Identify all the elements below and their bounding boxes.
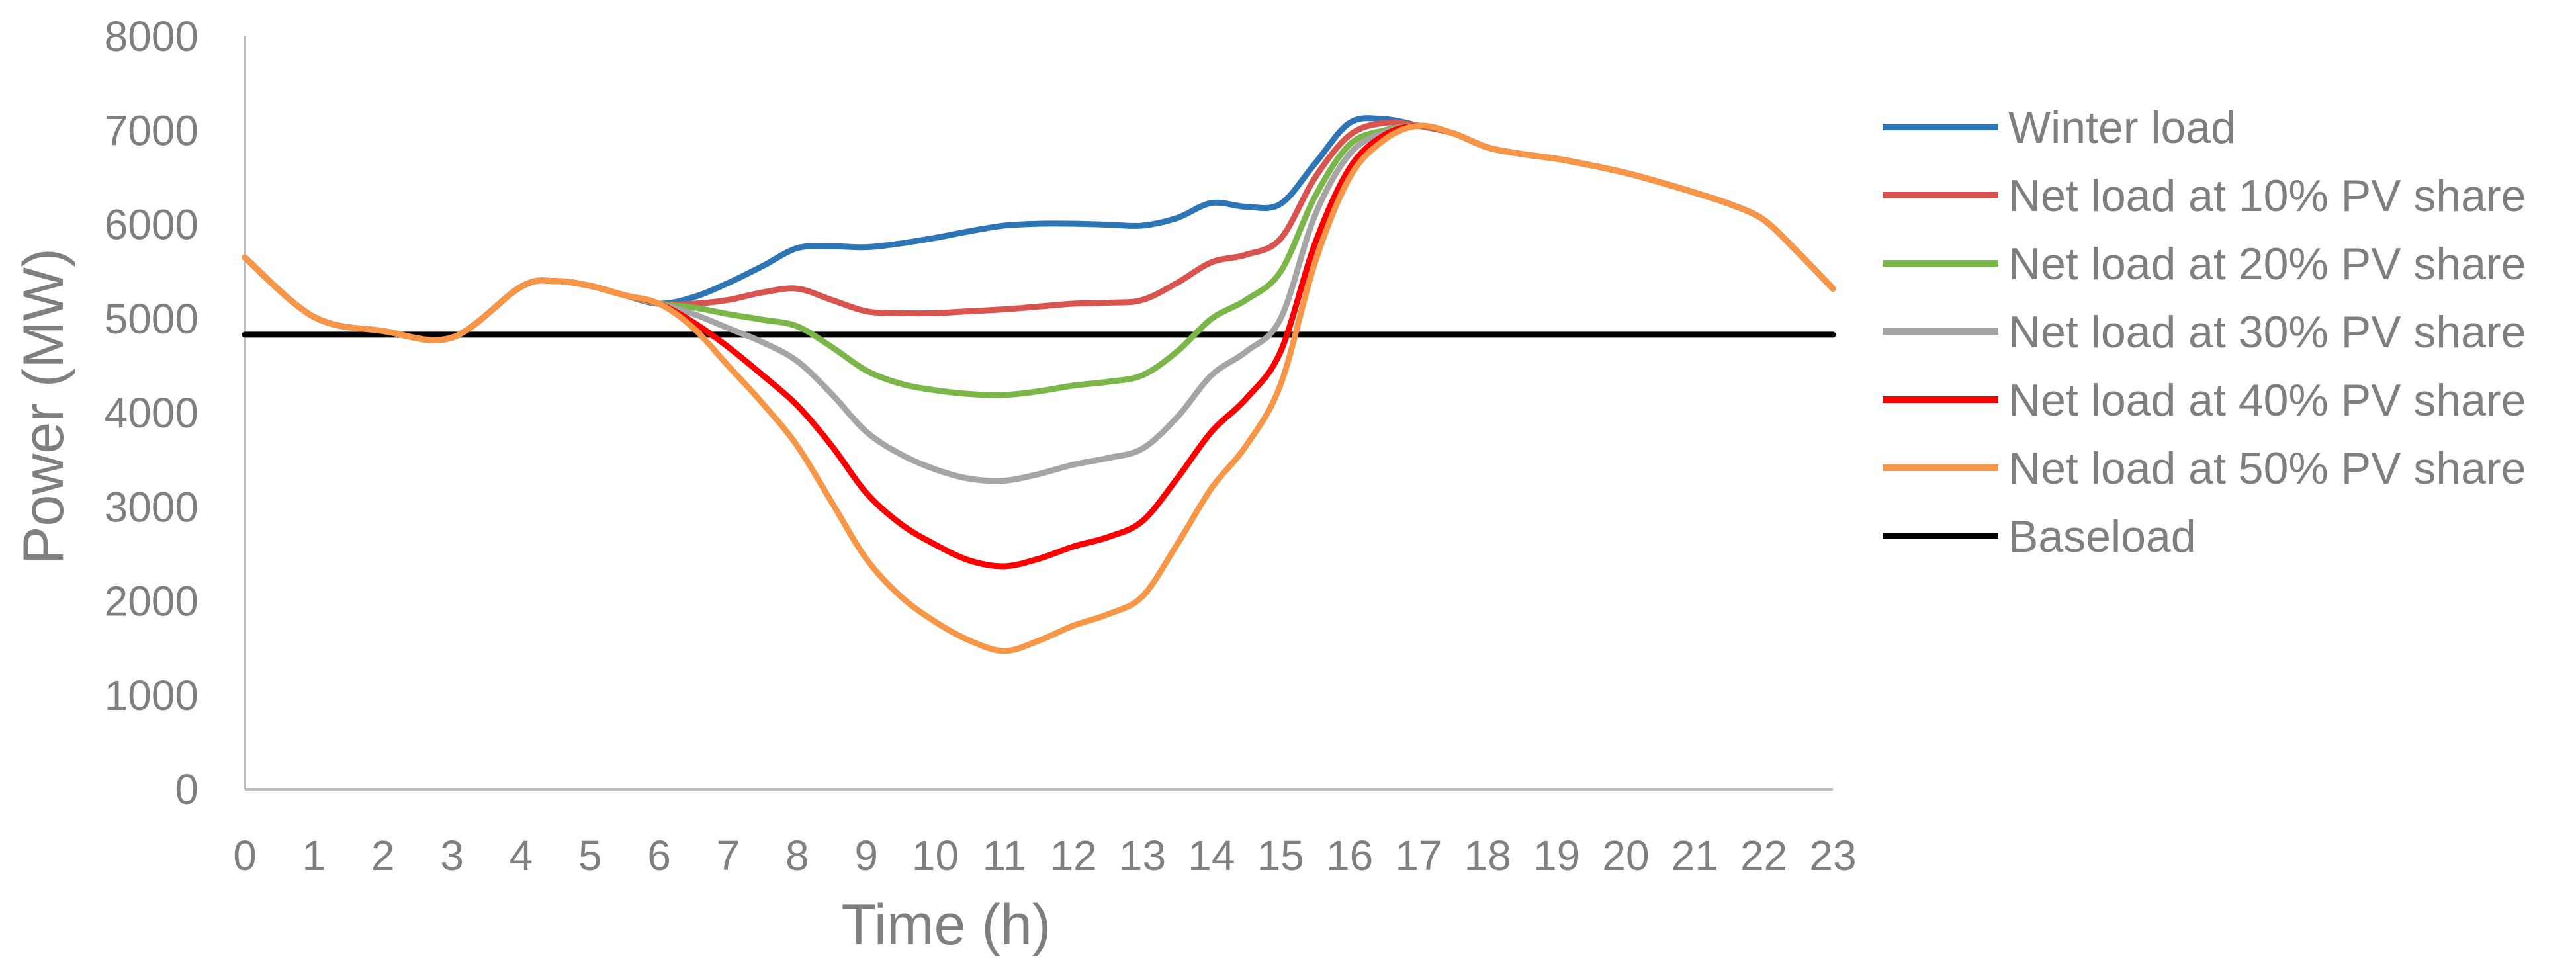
x-tick-label: 13 (1119, 832, 1166, 879)
x-tick-label: 5 (578, 832, 602, 879)
y-tick-label: 2000 (105, 578, 199, 625)
x-tick-label: 22 (1740, 832, 1787, 879)
x-tick-label: 16 (1326, 832, 1373, 879)
series-line-net-load-at-10-pv-share (242, 119, 1836, 343)
x-tick-label: 10 (912, 832, 959, 879)
legend-label: Net load at 20% PV share (2008, 239, 2526, 289)
x-tick-label: 11 (983, 832, 1026, 879)
series-line-net-load-at-40-pv-share (242, 122, 1836, 570)
y-tick-label: 1000 (105, 672, 199, 719)
x-tick-label: 21 (1671, 832, 1718, 879)
y-tick-label: 8000 (105, 13, 199, 60)
x-tick-label: 4 (510, 832, 533, 879)
y-tick-label: 6000 (105, 201, 199, 249)
series-line-net-load-at-30-pv-share (242, 122, 1836, 484)
x-tick-label: 9 (854, 832, 878, 879)
y-tick-label: 3000 (105, 483, 199, 531)
legend-label: Baseload (2008, 511, 2196, 562)
y-tick-label: 7000 (105, 107, 199, 154)
x-tick-label: 18 (1464, 832, 1511, 879)
series-lines (242, 115, 1836, 654)
y-tick-label: 5000 (105, 295, 199, 343)
legend-label: Net load at 40% PV share (2008, 375, 2526, 425)
legend: Winter load Net load at 10% PV share Net l… (1883, 103, 2526, 562)
y-tick-label: 4000 (105, 389, 199, 437)
x-tick-label: 15 (1257, 832, 1304, 879)
x-tick-label: 12 (1050, 832, 1097, 879)
x-axis-title: Time (h) (842, 893, 1051, 957)
x-tick-label: 17 (1395, 832, 1442, 879)
x-tick-label: 1 (302, 832, 326, 879)
x-tick-label: 23 (1809, 832, 1856, 879)
x-tick-label: 7 (717, 832, 740, 879)
x-tick-label: 6 (647, 832, 671, 879)
legend-label: Net load at 10% PV share (2008, 171, 2526, 221)
x-tick-label: 0 (233, 832, 257, 879)
legend-label: Net load at 30% PV share (2008, 307, 2526, 357)
x-tick-label: 8 (785, 832, 809, 879)
x-tick-label: 20 (1602, 832, 1649, 879)
legend-label: Net load at 50% PV share (2008, 443, 2526, 494)
series-line-net-load-at-50-pv-share (242, 122, 1836, 654)
x-tick-label: 2 (371, 832, 395, 879)
x-tick-label: 14 (1188, 832, 1235, 879)
y-axis-title: Power (MW) (12, 248, 75, 564)
x-tick-label: 19 (1533, 832, 1580, 879)
x-tick-label: 3 (440, 832, 464, 879)
legend-label: Winter load (2008, 103, 2236, 153)
y-tick-label: 0 (175, 766, 199, 813)
